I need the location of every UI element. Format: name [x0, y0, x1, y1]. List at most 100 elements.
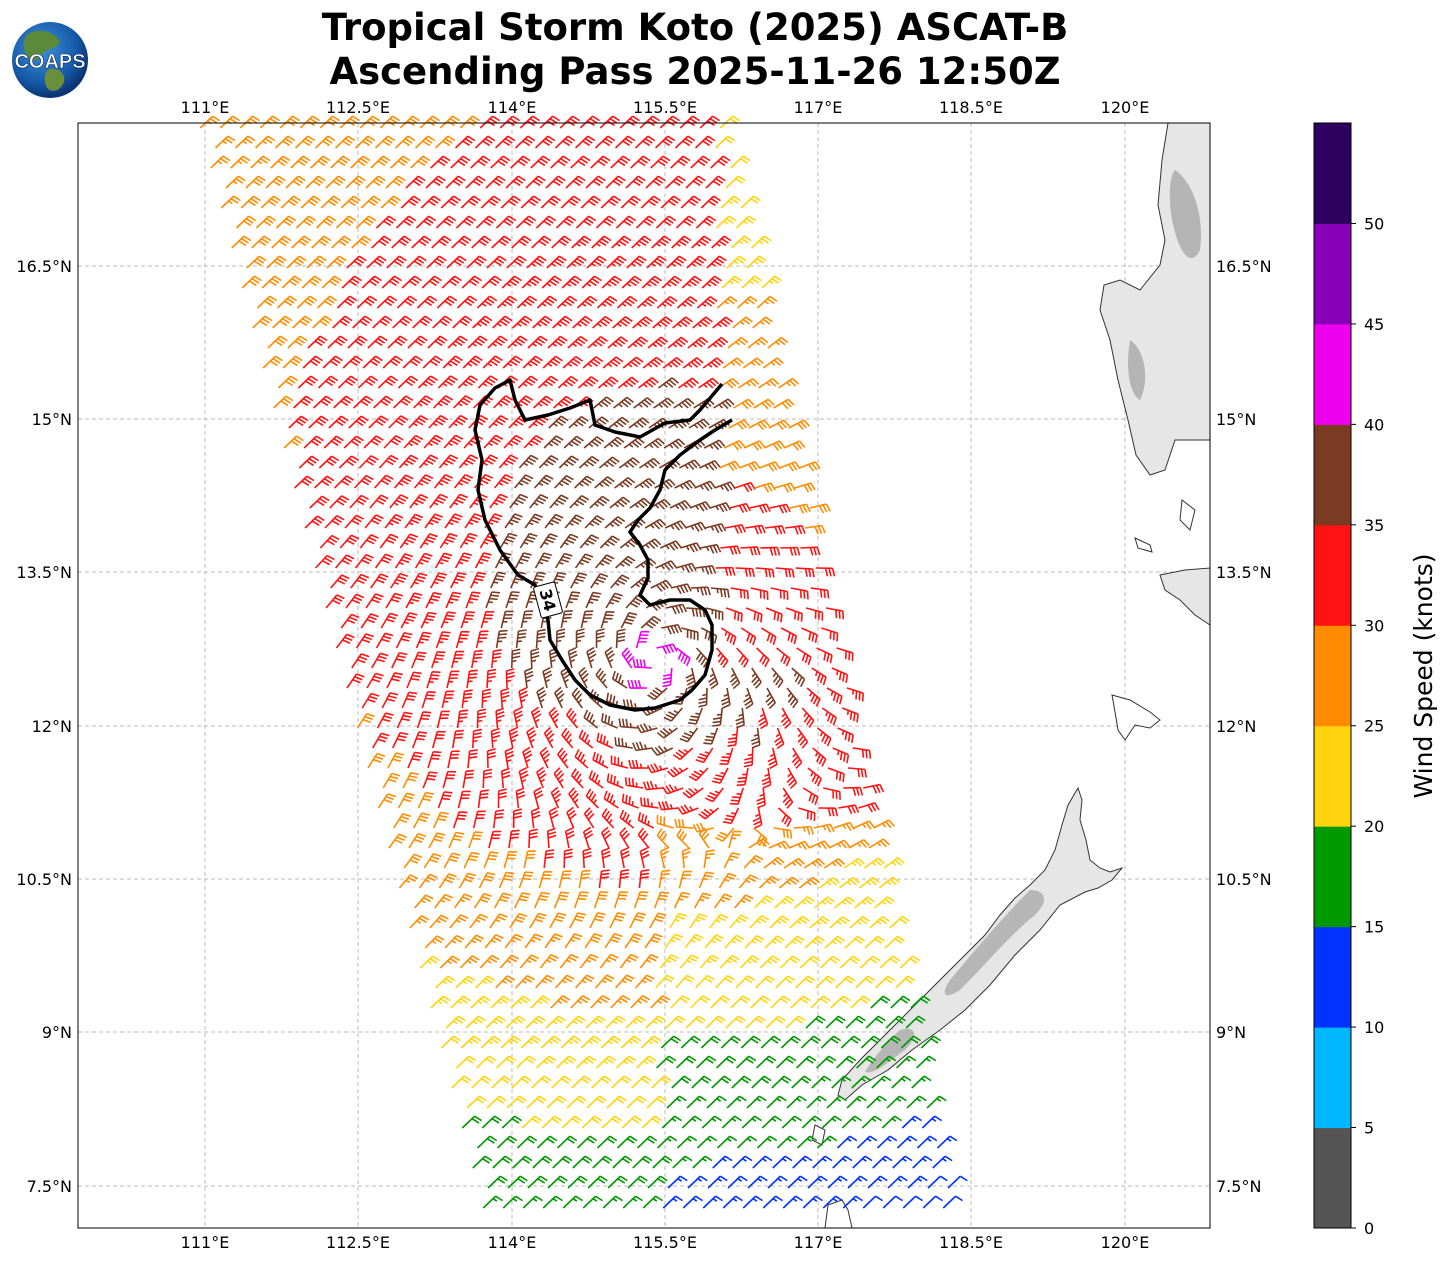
wind-barb-feather: [653, 195, 661, 202]
wind-barb: [340, 195, 361, 209]
wind-barb: [274, 135, 296, 149]
wind-barb-feather: [454, 733, 464, 736]
wind-barb: [645, 175, 666, 189]
wind-barb-half-feather: [511, 659, 517, 663]
wind-barb-staff: [476, 710, 479, 729]
wind-barb-feather: [842, 773, 845, 783]
wind-barb-feather: [637, 175, 646, 182]
wind-barb-feather: [437, 175, 446, 182]
wind-barb: [725, 175, 746, 189]
wind-barb-half-feather: [634, 703, 637, 708]
wind-barb-feather: [422, 711, 432, 714]
wind-barb-feather: [849, 711, 853, 720]
wind-barb-feather: [569, 597, 578, 601]
wind-barb: [694, 135, 716, 149]
wind-barb-feather: [292, 180, 301, 187]
wind-barb-feather: [723, 235, 732, 242]
wind-barb-half-feather: [588, 601, 594, 604]
wind-barb-feather: [488, 200, 496, 207]
wind-barb-feather: [629, 117, 638, 124]
wind-barb-feather: [703, 742, 712, 745]
wind-barb-feather: [717, 175, 726, 182]
wind-barb-feather: [464, 617, 473, 620]
wind-barb-feather: [555, 177, 564, 184]
wind-barb-feather: [712, 717, 722, 720]
wind-barb-feather: [432, 115, 440, 122]
wind-barb-feather: [454, 736, 463, 739]
wind-barb-feather: [620, 157, 628, 164]
wind-barb: [230, 155, 251, 169]
wind-barb: [445, 175, 466, 189]
wind-barb: [220, 195, 241, 209]
wind-barb: [440, 195, 461, 209]
wind-barb-feather: [633, 195, 641, 202]
wind-barb-feather: [615, 177, 624, 184]
wind-barb-feather: [463, 692, 473, 696]
wind-barb-feather: [442, 794, 452, 797]
wind-barb-feather: [484, 137, 493, 144]
wind-barb-feather: [317, 175, 326, 182]
wind-barb-staff: [795, 567, 813, 570]
wind-barb-staff: [735, 567, 753, 570]
wind-barb-feather: [511, 591, 520, 594]
wind-barb-feather: [728, 737, 737, 740]
wind-barb-feather: [249, 117, 258, 124]
wind-barb-feather: [707, 135, 716, 142]
wind-barb-feather: [819, 589, 823, 598]
wind-barb-feather: [853, 712, 856, 722]
wind-barb-feather: [383, 220, 392, 227]
wind-barb-feather: [235, 177, 244, 184]
wind-barb-feather: [303, 235, 312, 242]
wind-barb-feather: [733, 611, 737, 620]
wind-barb-feather: [415, 177, 424, 184]
wind-barb-feather: [257, 175, 266, 182]
wind-barb-feather: [868, 750, 872, 759]
wind-barb-half-feather: [222, 140, 228, 145]
wind-barb-feather: [439, 637, 449, 641]
wind-barb-feather: [652, 180, 661, 187]
wind-barb-feather: [502, 140, 511, 147]
wind-barb-feather: [262, 155, 271, 162]
wind-barb-feather: [328, 215, 337, 222]
wind-barb-feather: [422, 155, 431, 162]
wind-barb-feather: [510, 197, 519, 204]
wind-barb-half-feather: [616, 780, 619, 786]
wind-barb-feather: [465, 614, 474, 617]
wind-barb: [690, 155, 711, 169]
wind-barb-feather: [475, 177, 484, 184]
wind-barb-half-feather: [472, 739, 478, 743]
wind-barb-half-feather: [596, 639, 602, 643]
wind-barb: [685, 175, 706, 189]
wind-barb-feather: [500, 157, 508, 164]
wind-barb-feather: [625, 794, 628, 804]
wind-barb-feather: [480, 792, 489, 796]
wind-barb-half-feather: [228, 200, 233, 205]
wind-barb-feather: [368, 200, 376, 207]
wind-barb: [310, 155, 331, 169]
wind-barb-feather: [465, 217, 474, 224]
wind-barb: [460, 195, 481, 209]
map-frame-bg: [78, 123, 1210, 1228]
wind-barb: [590, 155, 611, 169]
wind-barb-feather: [298, 240, 307, 247]
wind-barb: [394, 135, 416, 149]
wind-barb-feather: [465, 773, 474, 776]
wind-barb-feather: [605, 217, 614, 224]
wind-barb-feather: [623, 220, 632, 227]
wind-barb-feather: [560, 157, 568, 164]
wind-barb-feather: [577, 160, 586, 167]
wind-barb-feather: [861, 693, 865, 702]
wind-barb: [231, 235, 252, 249]
wind-barb-feather: [538, 240, 547, 247]
wind-barb-feather: [268, 200, 276, 207]
wind-barb-feather: [557, 175, 566, 182]
wind-barb-feather: [572, 180, 581, 187]
wind-barb-feather: [495, 177, 504, 184]
wind-barb-feather: [328, 200, 336, 207]
wind-barb: [620, 195, 641, 209]
wind-barb: [545, 175, 566, 189]
wind-barb-feather: [753, 195, 761, 202]
wind-barb-half-feather: [232, 180, 238, 185]
wind-barb-feather: [444, 791, 453, 794]
wind-barb-feather: [357, 160, 366, 167]
